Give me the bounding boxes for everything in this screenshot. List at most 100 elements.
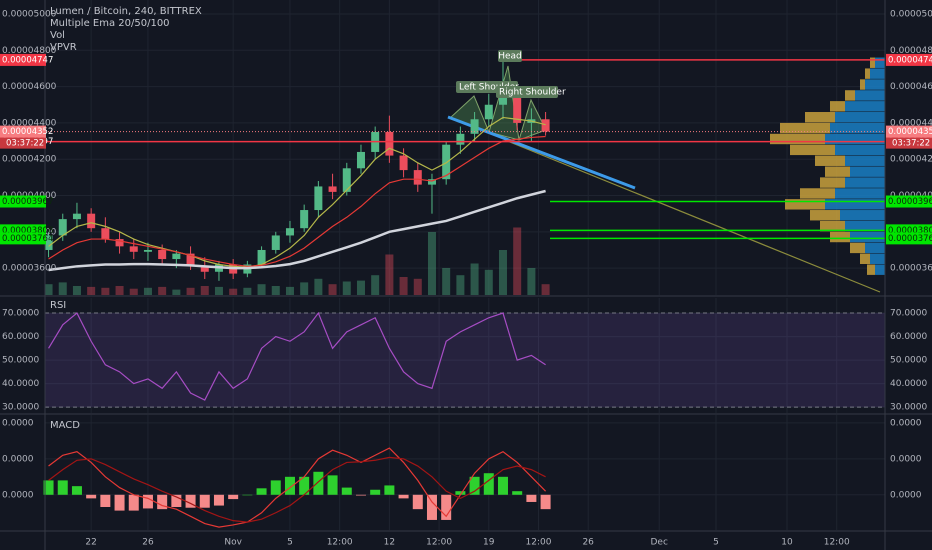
profile-bar-up [810, 210, 840, 221]
macd-histogram-bar [284, 476, 295, 495]
candle-body [158, 249, 167, 260]
candle-body [44, 235, 53, 250]
y-tick-label: 0.0000 [2, 418, 34, 428]
macd-histogram-bar [426, 494, 437, 520]
annotation: Right Shoulder [499, 88, 566, 98]
indicator-label: Multiple Ema 20/50/100 [50, 18, 170, 29]
macd-histogram-bar [171, 494, 182, 507]
profile-bar-down [825, 199, 885, 210]
macd-histogram-bar [483, 473, 494, 495]
macd-histogram-bar [327, 475, 338, 495]
volume-bar [413, 278, 422, 295]
x-tick-label: 12 [384, 538, 395, 548]
level-label-box [886, 53, 932, 66]
trend-line [504, 139, 881, 293]
x-tick-label: 12:00 [426, 538, 452, 548]
y-tick-label: 0.00004200 [2, 155, 57, 165]
volume-bar [314, 278, 323, 295]
volume-bar [285, 286, 294, 295]
candle-body [200, 266, 209, 272]
x-tick-label: 5 [287, 538, 293, 548]
macd-histogram-bar [71, 486, 82, 495]
level-label: 0.00003764 [888, 234, 932, 244]
candle-body [427, 179, 436, 185]
profile-bar-down [850, 166, 885, 177]
y-tick-label: 70.0000 [890, 309, 927, 319]
profile-bar-down [835, 188, 885, 199]
volume-bar [470, 263, 479, 295]
candle-body [399, 155, 408, 171]
profile-bar-down [835, 112, 885, 123]
y-tick-label: 70.0000 [2, 309, 39, 319]
y-tick-label: 60.0000 [2, 332, 39, 342]
macd-histogram-bar [341, 487, 352, 495]
macd-histogram-bar [299, 476, 310, 495]
profile-bar-up [770, 133, 825, 145]
volume-bar [158, 286, 167, 295]
level-label-box [0, 232, 46, 245]
level-label: 0.00003967 [2, 197, 53, 207]
profile-bar-down [850, 231, 885, 243]
macd-histogram-bar [86, 494, 97, 499]
profile-bar-down [870, 68, 885, 79]
price-label-box [0, 125, 46, 138]
profile-bar-up [820, 177, 845, 188]
macd-histogram-bar [256, 488, 267, 495]
countdown-box [886, 137, 932, 149]
y-tick-label: 30.0000 [2, 403, 39, 413]
ema-line [48, 189, 546, 272]
profile-bar-down [825, 133, 885, 145]
volume-bar [356, 280, 365, 295]
level-label: 0.00003808 [2, 226, 53, 236]
profile-bar-down [875, 264, 885, 275]
y-tick-label: 0.00003600 [2, 264, 57, 274]
macd-histogram-bar [540, 494, 551, 510]
candle-body [442, 144, 451, 180]
indicator-label: VPVR [50, 42, 77, 53]
volume-bar [72, 286, 81, 295]
level-label: 0.00003967 [888, 197, 932, 207]
candle-body [285, 228, 294, 236]
macd-line [48, 447, 547, 528]
candle-body [58, 219, 67, 236]
profile-bar-up [790, 144, 835, 156]
volume-bar [271, 286, 280, 295]
candle-body [385, 131, 394, 156]
y-tick-label: 0.00005000 [890, 9, 932, 19]
volume-bar [200, 286, 209, 295]
macd-histogram-bar [526, 494, 537, 502]
volume-bar [229, 288, 238, 295]
x-tick-label: 12:00 [327, 538, 353, 548]
macd-histogram-bar [497, 476, 508, 495]
profile-bar-down [845, 101, 885, 112]
profile-bar-down [865, 79, 885, 90]
level-label: 0.00004747 [2, 55, 53, 65]
level-label: 0.00003764 [2, 234, 53, 244]
rsi-band [45, 313, 885, 408]
y-tick-label: 0.00004200 [890, 155, 932, 165]
y-tick-label: 60.0000 [890, 332, 927, 342]
candle-body [143, 249, 152, 252]
macd-histogram-bar [199, 494, 210, 508]
y-tick-label: 0.00004400 [2, 118, 57, 128]
y-tick-label: 0.0000 [890, 454, 922, 464]
macd-histogram-bar [384, 485, 395, 495]
candle-body [271, 235, 280, 250]
candle-body [314, 186, 323, 211]
x-tick-label: 26 [142, 538, 154, 548]
volume-bar [399, 277, 408, 295]
volume-bar [115, 286, 124, 295]
y-tick-label: 0.0000 [2, 490, 34, 500]
volume-bar [101, 287, 110, 295]
y-tick-label: 0.00004600 [2, 82, 57, 92]
annotation-box [496, 86, 558, 98]
macd-histogram-bar [313, 471, 324, 495]
grid-layer [45, 0, 885, 530]
countdown: 03:37:22 [6, 139, 44, 149]
x-tick-label: 22 [85, 538, 96, 548]
macd-histogram-bar [455, 491, 466, 495]
data-layer [43, 57, 885, 528]
macd-histogram-bar [355, 494, 366, 496]
candle-body [541, 119, 550, 132]
macd-histogram-bar [100, 494, 111, 507]
